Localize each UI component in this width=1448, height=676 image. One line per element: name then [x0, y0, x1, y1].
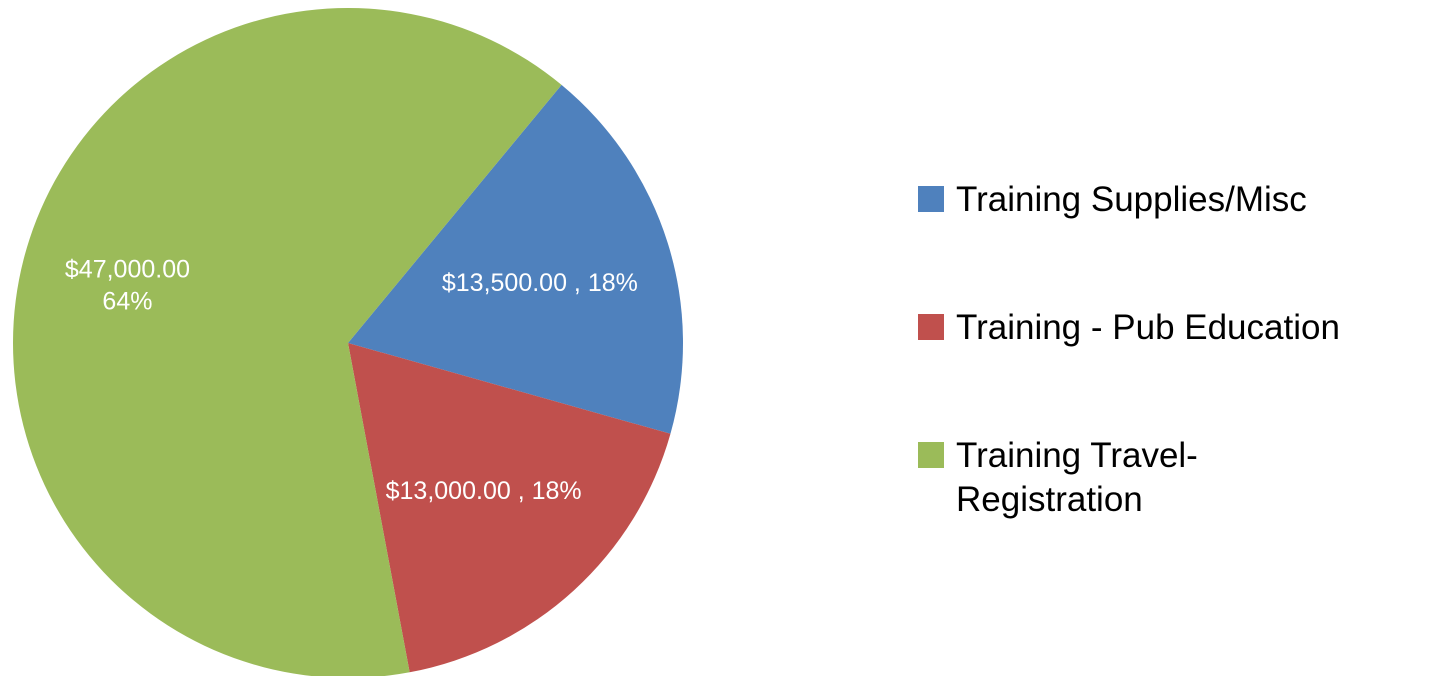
legend-label: Training - Pub Education: [956, 308, 1340, 347]
legend-label: Training Travel-Registration: [956, 436, 1198, 519]
data-label: $13,000.00 , 18%: [385, 477, 582, 506]
pie-slice: [348, 84, 683, 434]
legend-swatch: [918, 186, 944, 212]
legend-label: Training Supplies/Misc: [956, 180, 1307, 219]
pie-slice: [13, 8, 562, 676]
legend-swatch: [918, 442, 944, 468]
legend-item: Training Supplies/Misc: [918, 178, 1307, 222]
legend-swatch: [918, 314, 944, 340]
legend-item: Training - Pub Education: [918, 306, 1340, 350]
pie-slice: [348, 343, 671, 673]
data-label: $13,500.00 , 18%: [441, 268, 638, 297]
legend-item: Training Travel-Registration: [918, 434, 1276, 522]
data-label: $47,000.00 64%: [64, 255, 191, 316]
